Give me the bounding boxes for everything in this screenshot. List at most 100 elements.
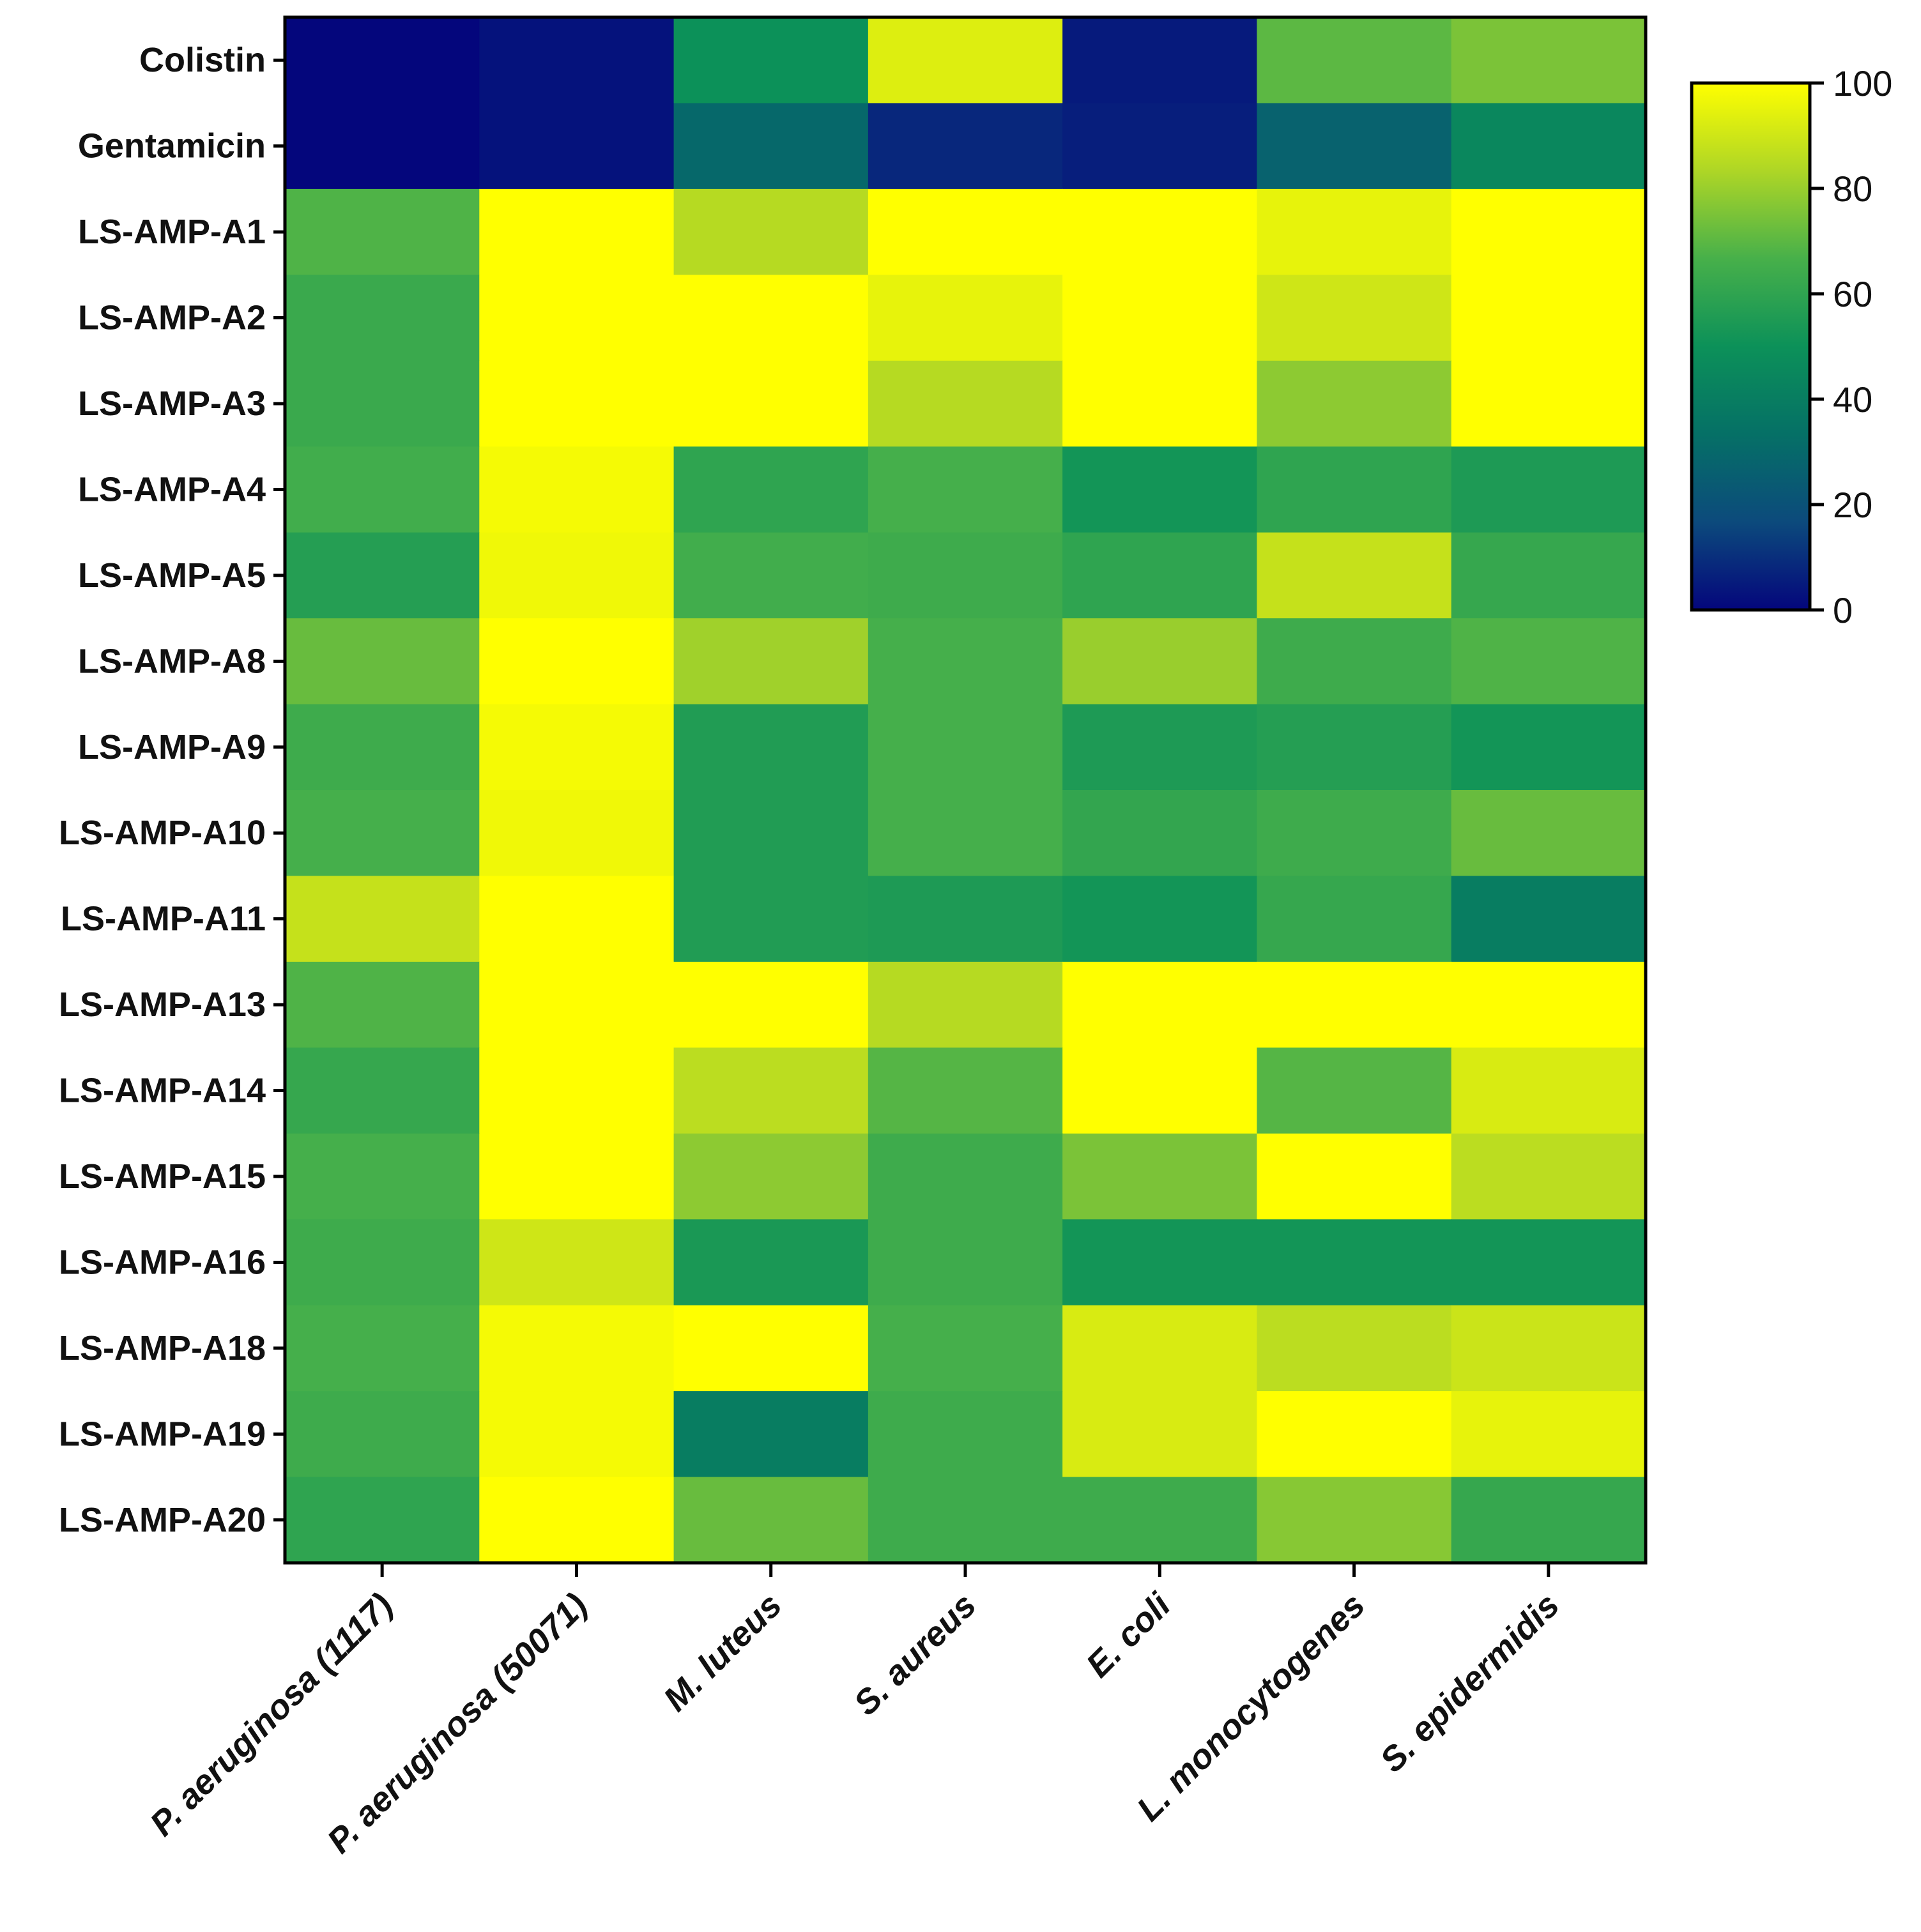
- heatmap-cell: [1062, 532, 1258, 619]
- heatmap-cell: [1257, 103, 1452, 190]
- y-tick-label: Colistin: [139, 41, 266, 79]
- heatmap-cell: [1451, 532, 1646, 619]
- y-tick-label: LS-AMP-A4: [78, 470, 266, 508]
- heatmap-cell: [479, 446, 675, 533]
- heatmap-cell: [1451, 790, 1646, 877]
- colorbar: 0 20 40 60 80 100: [1690, 63, 1892, 630]
- heatmap-cell: [673, 1047, 869, 1134]
- heatmap-cell: [1451, 103, 1646, 190]
- heatmap-cell: [1062, 790, 1258, 877]
- heatmap-cell: [1062, 1133, 1258, 1221]
- heatmap-cell: [1062, 1047, 1258, 1134]
- heatmap-cell: [673, 961, 869, 1049]
- heatmap-cell: [673, 446, 869, 533]
- heatmap-cell: [285, 1133, 480, 1221]
- heatmap-cell: [868, 704, 1063, 791]
- y-tick-label: LS-AMP-A18: [59, 1329, 266, 1367]
- heatmap-cell: [1451, 1391, 1646, 1478]
- heatmap-cell: [1451, 961, 1646, 1049]
- heatmap-cell: [285, 704, 480, 791]
- heatmap-cell: [1257, 275, 1452, 361]
- y-tick-label: LS-AMP-A3: [78, 384, 266, 423]
- heatmap-cell: [479, 961, 675, 1049]
- heatmap-cell: [1257, 876, 1452, 962]
- heatmap-cell: [673, 704, 869, 791]
- heatmap-cell: [479, 704, 675, 791]
- heatmap-cell: [673, 618, 869, 705]
- heatmap-cell: [868, 188, 1063, 276]
- heatmap-cell: [673, 790, 869, 877]
- heatmap-cell: [1257, 532, 1452, 619]
- colorbar-tick-label: 100: [1833, 63, 1892, 103]
- heatmap-cell: [285, 1219, 480, 1306]
- heatmap-cell: [868, 360, 1063, 448]
- heatmap-cell: [673, 275, 869, 361]
- colorbar-gradient: [1690, 81, 1812, 612]
- y-axis: Colistin Gentamicin LS-AMP-A1 LS-AMP-A2 LS-A…: [59, 41, 285, 1539]
- heatmap-cell: [1257, 1391, 1452, 1478]
- y-tick-label: LS-AMP-A11: [61, 900, 266, 938]
- heatmap-cell: [479, 1219, 675, 1306]
- x-tick-label: M. luteus: [656, 1586, 789, 1719]
- heatmap-cell: [868, 1219, 1063, 1306]
- heatmap-cell: [479, 1305, 675, 1392]
- heatmap-cell: [285, 275, 480, 361]
- colorbar-tick-label: 80: [1833, 169, 1872, 209]
- heatmap-cell: [1062, 876, 1258, 962]
- y-tick-label: LS-AMP-A13: [59, 985, 266, 1024]
- heatmap-cell: [1451, 188, 1646, 276]
- colorbar-tick-label: 60: [1833, 274, 1872, 314]
- heatmap-cell: [285, 188, 480, 276]
- heatmap-cell: [868, 103, 1063, 190]
- heatmap-cell: [1257, 188, 1452, 276]
- heatmap-cell: [1062, 961, 1258, 1049]
- heatmap-cell: [1451, 704, 1646, 791]
- heatmap-cell: [1062, 618, 1258, 705]
- heatmap-cell: [479, 532, 675, 619]
- heatmap-cell: [673, 17, 869, 104]
- heatmap-cell: [673, 532, 869, 619]
- heatmap-cell: [479, 1391, 675, 1478]
- heatmap-cell: [1451, 876, 1646, 962]
- y-tick-label: LS-AMP-A14: [59, 1072, 266, 1110]
- heatmap-cell: [479, 876, 675, 962]
- heatmap-cell: [285, 103, 480, 190]
- heatmap-cell: [479, 1047, 675, 1134]
- y-tick-label: Gentamicin: [78, 127, 266, 165]
- heatmap-cell: [868, 1047, 1063, 1134]
- heatmap-cell: [1451, 275, 1646, 361]
- heatmap-cell: [479, 275, 675, 361]
- y-tick-label: LS-AMP-A2: [78, 299, 266, 337]
- heatmap-cell: [868, 446, 1063, 533]
- colorbar-tick-label: 40: [1833, 379, 1872, 420]
- heatmap-cell: [673, 1391, 869, 1478]
- heatmap-cell: [1062, 17, 1258, 104]
- heatmap-cell: [1451, 1047, 1646, 1134]
- heatmap-cell: [479, 360, 675, 448]
- heatmap-cell: [479, 1133, 675, 1221]
- heatmap-cell: [479, 188, 675, 276]
- heatmap-cell: [1062, 1305, 1258, 1392]
- x-tick-label: S. epidermidis: [1373, 1586, 1566, 1779]
- heatmap-cell: [673, 876, 869, 962]
- y-tick-label: LS-AMP-A19: [59, 1415, 266, 1453]
- colorbar-tick-label: 20: [1833, 485, 1872, 525]
- heatmap-cell: [1257, 1047, 1452, 1134]
- heatmap-cell: [285, 961, 480, 1049]
- heatmap-cell: [868, 17, 1063, 104]
- heatmap-cell: [1062, 275, 1258, 361]
- heatmap-cell: [285, 446, 480, 533]
- heatmap-cell: [1062, 103, 1258, 190]
- heatmap-cell: [1257, 360, 1452, 448]
- heatmap-cell: [868, 790, 1063, 877]
- heatmap-cell: [1257, 790, 1452, 877]
- heatmap-cell: [1451, 1477, 1646, 1563]
- heatmap-cell: [673, 1219, 869, 1306]
- heatmap-cell: [868, 1391, 1063, 1478]
- heatmap-cell: [1257, 17, 1452, 104]
- heatmap-cell: [1451, 1219, 1646, 1306]
- y-tick-label: LS-AMP-A9: [78, 728, 266, 766]
- heatmap-cell: [285, 618, 480, 705]
- heatmap-cell: [285, 1477, 480, 1563]
